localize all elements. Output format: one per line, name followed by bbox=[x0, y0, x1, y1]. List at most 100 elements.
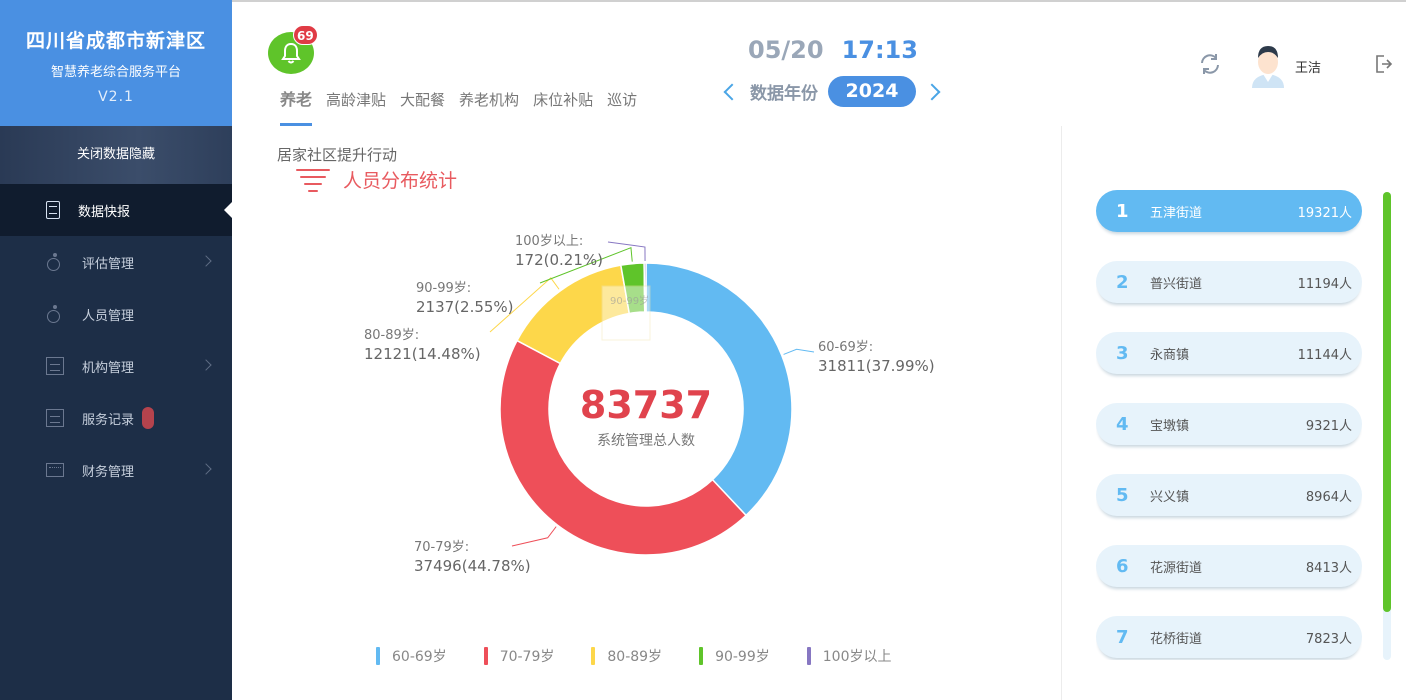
tab-visits[interactable]: 巡访 bbox=[607, 91, 638, 109]
legend-swatch bbox=[591, 647, 596, 665]
slice-category-label: 70-79岁: bbox=[414, 540, 469, 555]
legend-item[interactable]: 60-69岁 bbox=[376, 646, 447, 666]
person-count: 11144人 bbox=[1297, 347, 1352, 363]
tab-meal-service[interactable]: 大配餐 bbox=[400, 91, 446, 109]
street-name: 普兴街道 bbox=[1150, 276, 1203, 292]
avatar[interactable] bbox=[1250, 40, 1286, 88]
pie-slice[interactable] bbox=[499, 339, 748, 556]
year-value[interactable]: 2024 bbox=[828, 76, 916, 107]
legend-swatch bbox=[806, 647, 811, 665]
tooltip-text: 90-99岁 bbox=[610, 294, 649, 307]
total-count: 83737 bbox=[580, 383, 712, 427]
status-badge bbox=[142, 407, 155, 429]
filter-icon bbox=[295, 167, 331, 193]
pie-slice[interactable] bbox=[645, 262, 793, 517]
person-count: 8413人 bbox=[1305, 560, 1352, 576]
rank-number: 4 bbox=[1116, 413, 1129, 435]
rank-number: 2 bbox=[1116, 271, 1129, 293]
sidebar-header: 四川省成都市新津区 智慧养老综合服务平台 V2.1 bbox=[0, 0, 232, 126]
section-title: 人员分布统计 bbox=[295, 166, 457, 193]
list-item[interactable]: 3 永商镇 11144人 bbox=[1096, 332, 1362, 374]
street-name: 五津街道 bbox=[1150, 205, 1203, 221]
tab-elderly-care[interactable]: 养老 bbox=[280, 88, 313, 126]
sidebar-item-personnel[interactable]: 人员管理 bbox=[0, 288, 232, 340]
previous-year-button[interactable] bbox=[723, 83, 741, 100]
legend-label: 70-79岁 bbox=[499, 649, 555, 665]
module-tabs: 养老 高龄津贴 大配餐 养老机构 床位补贴 巡访 bbox=[280, 88, 651, 126]
slice-value-label: 12121(14.48%) bbox=[364, 345, 481, 363]
pie-slice[interactable] bbox=[643, 262, 647, 313]
rank-number: 6 bbox=[1116, 555, 1129, 577]
slice-value-label: 2137(2.55%) bbox=[416, 298, 514, 316]
sidebar-item-label: 机构管理 bbox=[82, 360, 135, 376]
sidebar: 四川省成都市新津区 智慧养老综合服务平台 V2.1 关闭数据隐藏 数据快报 评估… bbox=[0, 0, 232, 700]
legend-label: 60-69岁 bbox=[392, 649, 447, 665]
legend-label: 100岁以上 bbox=[822, 649, 892, 665]
slice-value-label: 31811(37.99%) bbox=[818, 357, 935, 375]
legend-swatch bbox=[483, 647, 488, 665]
tab-care-institutions[interactable]: 养老机构 bbox=[459, 91, 520, 109]
chevron-right-icon bbox=[200, 255, 212, 267]
sidebar-item-data-report[interactable]: 数据快报 bbox=[0, 184, 232, 236]
person-count: 9321人 bbox=[1305, 418, 1352, 434]
person-count: 7823人 bbox=[1305, 631, 1352, 647]
legend-item[interactable]: 80-89岁 bbox=[591, 646, 662, 666]
region-title: 四川省成都市新津区 bbox=[25, 30, 206, 52]
wheelchair-icon bbox=[46, 253, 64, 271]
slice-value-label: 37496(44.78%) bbox=[414, 557, 531, 575]
section-label: 居家社区提升行动 bbox=[277, 146, 398, 164]
building-icon bbox=[46, 409, 64, 427]
tab-bed-subsidy[interactable]: 床位补贴 bbox=[533, 91, 594, 109]
leader-line bbox=[783, 348, 815, 355]
user-name: 王洁 bbox=[1295, 61, 1322, 76]
document-icon bbox=[46, 201, 60, 219]
content-divider bbox=[1061, 126, 1062, 700]
slice-category-label: 90-99岁: bbox=[416, 281, 471, 296]
legend-label: 80-89岁 bbox=[607, 649, 663, 665]
sidebar-item-finance[interactable]: 财务管理 bbox=[0, 444, 232, 496]
sidebar-item-institutions[interactable]: 机构管理 bbox=[0, 340, 232, 392]
scrollbar-thumb[interactable] bbox=[1383, 192, 1391, 612]
notification-count-badge: 69 bbox=[293, 25, 318, 45]
slice-category-label: 60-69岁: bbox=[818, 340, 873, 355]
list-item[interactable]: 7 花桥街道 7823人 bbox=[1096, 616, 1362, 658]
sidebar-item-label: 服务记录 bbox=[82, 412, 135, 428]
chart-legend: 60-69岁 70-79岁 80-89岁 90-99岁 100岁以上 bbox=[376, 646, 928, 666]
sidebar-item-label: 人员管理 bbox=[82, 308, 135, 324]
logout-icon[interactable] bbox=[1375, 54, 1393, 74]
sidebar-item-label: 数据快报 bbox=[78, 204, 131, 220]
legend-item[interactable]: 90-99岁 bbox=[699, 646, 770, 666]
list-item[interactable]: 5 兴义镇 8964人 bbox=[1096, 474, 1362, 516]
leader-line bbox=[539, 246, 633, 284]
legend-item[interactable]: 100岁以上 bbox=[806, 646, 892, 666]
refresh-icon[interactable] bbox=[1198, 52, 1222, 76]
slice-category-label: 80-89岁: bbox=[364, 328, 419, 343]
legend-swatch bbox=[376, 647, 380, 665]
chevron-right-icon bbox=[200, 359, 212, 371]
sidebar-item-assessment[interactable]: 评估管理 bbox=[0, 236, 232, 288]
sidebar-item-label: 评估管理 bbox=[82, 256, 135, 272]
street-ranking-list: 1 五津街道 19321人 2 普兴街道 11194人 3 永商镇 11144人 4 宝墩镇 9321… bbox=[1096, 190, 1362, 660]
street-name: 花桥街道 bbox=[1150, 631, 1203, 647]
rank-number: 3 bbox=[1116, 342, 1129, 364]
year-selector: 数据年份 2024 bbox=[720, 76, 941, 107]
time-text: 17:13 bbox=[841, 36, 918, 64]
platform-name: 智慧养老综合服务平台 bbox=[50, 65, 181, 80]
date-text: 05/20 bbox=[748, 36, 824, 64]
bell-icon bbox=[281, 42, 301, 64]
ranking-scrollbar[interactable] bbox=[1383, 192, 1391, 660]
list-item[interactable]: 6 花源街道 8413人 bbox=[1096, 545, 1362, 587]
legend-item[interactable]: 70-79岁 bbox=[483, 646, 555, 666]
tab-senior-allowance[interactable]: 高龄津贴 bbox=[326, 91, 387, 109]
sidebar-item-service-records[interactable]: 服务记录 bbox=[0, 392, 232, 444]
toggle-data-hiding-button[interactable]: 关闭数据隐藏 bbox=[0, 126, 232, 184]
list-item[interactable]: 2 普兴街道 11194人 bbox=[1096, 261, 1362, 303]
list-item[interactable]: 4 宝墩镇 9321人 bbox=[1096, 403, 1362, 445]
person-count: 8964人 bbox=[1305, 489, 1352, 505]
list-item[interactable]: 1 五津街道 19321人 bbox=[1096, 190, 1362, 232]
leader-line bbox=[489, 277, 560, 333]
next-year-button[interactable] bbox=[923, 83, 941, 100]
slice-category-label: 100岁以上: bbox=[515, 234, 583, 249]
datetime-display: 05/20 17:13 bbox=[748, 36, 918, 64]
legend-swatch bbox=[699, 647, 704, 665]
